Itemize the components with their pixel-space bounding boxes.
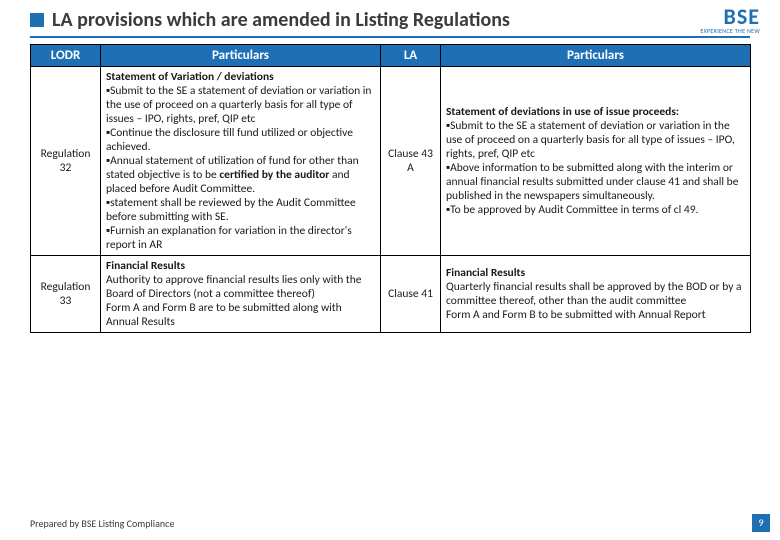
title-underline: [30, 36, 750, 38]
cell-la: Clause 41: [381, 256, 441, 333]
col-header-particulars-2: Particulars: [441, 45, 751, 67]
table-row: Regulation 32 Statement of Variation / d…: [31, 67, 751, 256]
footer-text: Prepared by BSE Listing Compliance: [30, 517, 174, 530]
col-header-lodr: LODR: [31, 45, 101, 67]
cell-particulars-left: Financial ResultsAuthority to approve fi…: [101, 256, 381, 333]
title-marker: [30, 13, 44, 27]
cell-particulars-right: Financial ResultsQuarterly financial res…: [441, 256, 751, 333]
page-title: LA provisions which are amended in Listi…: [52, 8, 510, 32]
title-bar: LA provisions which are amended in Listi…: [0, 0, 780, 36]
table-row: Regulation 33 Financial ResultsAuthority…: [31, 256, 751, 333]
cell-particulars-left: Statement of Variation / deviations▪Subm…: [101, 67, 381, 256]
cell-la: Clause 43 A: [381, 67, 441, 256]
logo-main: BSE: [700, 6, 760, 28]
regulations-table: LODR Particulars LA Particulars Regulati…: [30, 44, 751, 333]
logo-sub: EXPERIENCE THE NEW: [700, 28, 760, 34]
cell-lodr: Regulation 32: [31, 67, 101, 256]
page-number: 9: [752, 514, 770, 532]
cell-lodr: Regulation 33: [31, 256, 101, 333]
cell-particulars-right: Statement of deviations in use of issue …: [441, 67, 751, 256]
col-header-la: LA: [381, 45, 441, 67]
logo: BSE EXPERIENCE THE NEW: [700, 6, 760, 34]
col-header-particulars-1: Particulars: [101, 45, 381, 67]
